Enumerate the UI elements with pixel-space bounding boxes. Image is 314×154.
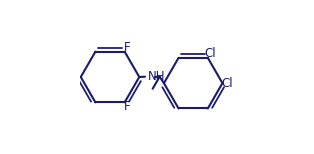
Text: Cl: Cl bbox=[222, 77, 234, 90]
Text: F: F bbox=[124, 100, 131, 113]
Text: Cl: Cl bbox=[205, 47, 216, 60]
Text: F: F bbox=[124, 41, 131, 54]
Text: NH: NH bbox=[148, 70, 165, 83]
